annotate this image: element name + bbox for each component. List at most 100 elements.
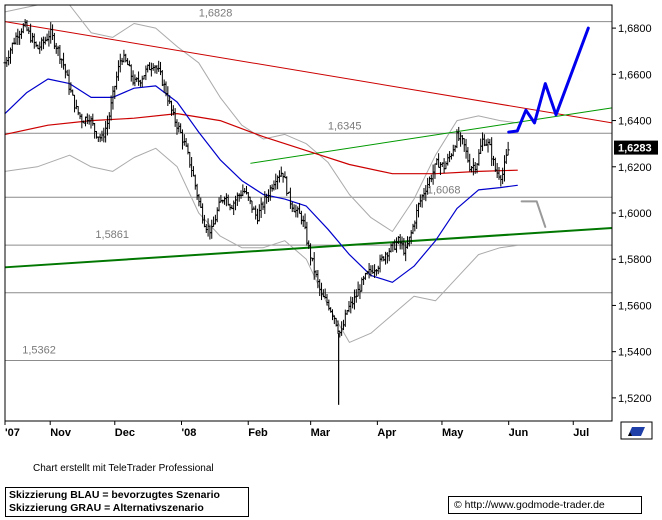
price-bar (453, 144, 457, 152)
price-bar (380, 254, 384, 262)
scenario-legend: Skizzierung BLAU = bevorzugtes Szenario … (5, 487, 249, 517)
price-bar (499, 174, 503, 187)
axis-tool-button[interactable] (620, 421, 653, 440)
price-bar (301, 215, 305, 227)
price-bar (312, 252, 316, 280)
price-bar (482, 134, 486, 147)
price-bar (228, 203, 232, 211)
price-bar (19, 28, 23, 39)
price-bar (246, 192, 250, 201)
price-bar (387, 248, 391, 262)
price-bar (67, 69, 71, 95)
price-bar (140, 75, 144, 88)
scenario-blue-path (507, 26, 590, 134)
price-bar (96, 136, 100, 142)
source-url: http://www.godmode-trader.de (464, 499, 605, 511)
y-tick-label: 1,5200 (618, 393, 652, 405)
price-bar (492, 155, 496, 166)
source-link[interactable]: © http://www.godmode-trader.de (448, 496, 642, 514)
price-bar (93, 123, 97, 139)
price-bar (45, 33, 49, 42)
price-bar (314, 270, 318, 278)
price-bar (466, 147, 470, 163)
price-bar (118, 53, 122, 73)
price-bar (149, 62, 153, 77)
price-bar (51, 24, 55, 41)
y-tick-label: 1,5400 (618, 347, 652, 359)
price-bar (226, 194, 230, 206)
y-tick-label: 1,5600 (618, 300, 652, 312)
price-bar (127, 60, 131, 67)
price-bar (415, 204, 419, 229)
price-bar (272, 180, 276, 191)
plot-border (4, 4, 613, 422)
price-bar (460, 135, 464, 145)
price-bar (374, 269, 378, 276)
price-bar (358, 284, 362, 300)
price-bar (504, 148, 508, 164)
price-bar (85, 113, 89, 125)
price-bar (201, 203, 205, 224)
price-bar (5, 56, 9, 67)
price-bar (74, 99, 78, 110)
price-bar (133, 74, 137, 87)
price-bar (217, 197, 221, 212)
price-bar (305, 221, 309, 246)
x-tick-label: Mar (311, 427, 331, 439)
price-bar (182, 134, 186, 146)
price-bar (215, 207, 219, 223)
price-bar (259, 197, 263, 218)
price-bar (73, 94, 77, 113)
price-bar (413, 220, 417, 232)
x-tick-label: Apr (377, 427, 397, 439)
price-bar (100, 130, 104, 142)
price-bar (175, 119, 179, 135)
price-bar (18, 30, 22, 45)
y-tick-label: 1,6600 (618, 69, 652, 81)
copyright-symbol: © (454, 499, 462, 511)
price-bar (351, 296, 355, 309)
level-label: 1,6828 (199, 8, 233, 20)
price-bar (62, 52, 66, 70)
price-bar (481, 132, 485, 152)
price-bar (367, 263, 371, 279)
pencil-icon (628, 427, 645, 436)
x-tick-label: Jun (509, 427, 529, 439)
price-bar (137, 71, 141, 86)
y-tick-label: 1,6000 (618, 208, 652, 220)
price-bar (411, 223, 415, 235)
price-bar (179, 123, 183, 134)
price-bar (290, 201, 294, 213)
price-bar (144, 65, 148, 81)
price-bar (420, 194, 424, 208)
price-bar (255, 208, 259, 225)
price-bar (76, 106, 80, 116)
band-upper (4, 4, 518, 232)
price-bar (193, 174, 197, 190)
price-bar (234, 195, 238, 211)
x-tick-label: '07 (5, 427, 20, 439)
price-bar (10, 42, 14, 54)
price-bar (241, 184, 245, 197)
x-tick-label: May (442, 427, 464, 439)
price-bar (446, 153, 450, 166)
price-bar (437, 153, 441, 168)
price-bar (356, 281, 360, 297)
price-bar (47, 30, 51, 47)
trendline-upper (250, 107, 613, 164)
level-labels: 1,6828 1,6345 1,6068 1,5861 1,5362 (22, 8, 460, 357)
chart-credit: Chart erstellt mit TeleTrader Profession… (33, 463, 214, 474)
price-bar (49, 22, 53, 44)
price-bar (332, 315, 336, 325)
price-bar (224, 193, 228, 207)
price-bar (87, 114, 91, 125)
price-bar (464, 138, 468, 159)
price-bar (177, 122, 181, 133)
legend-line-grey: Skizzierung GRAU = Alternativszenario (9, 502, 204, 514)
trendline-resistance (4, 21, 613, 124)
price-bar (212, 216, 216, 228)
level-label: 1,5362 (22, 344, 56, 356)
price-bar (257, 204, 261, 222)
y-tick-label: 1,5800 (618, 254, 652, 266)
current-price-label: 1,6283 (618, 143, 652, 155)
